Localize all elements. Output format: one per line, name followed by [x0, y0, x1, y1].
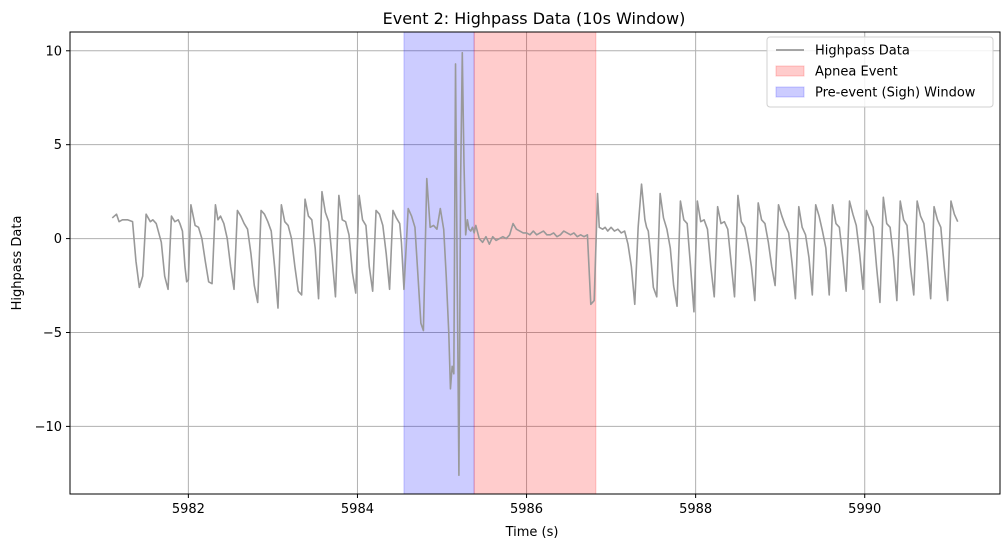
legend-label-1: Apnea Event — [815, 65, 898, 80]
x-axis-ticks: 5982 5984 5986 5988 5990 — [172, 494, 881, 517]
legend-swatch-2 — [775, 86, 805, 98]
y-tick-label-4: −10 — [35, 420, 62, 435]
x-tick-label-4: 5990 — [848, 502, 881, 517]
series-line-0 — [111, 51, 959, 477]
legend-box — [766, 36, 994, 108]
legend: Highpass Data Apnea Event Pre-event (Sigh)… — [766, 36, 994, 108]
span-1 — [473, 31, 597, 495]
y-tick-label-3: −5 — [43, 326, 62, 341]
x-tick-label-2: 5986 — [510, 502, 543, 517]
series-layer — [111, 51, 959, 477]
x-tick-label-3: 5988 — [679, 502, 712, 517]
event-spans — [403, 31, 597, 495]
legend-label-0: Highpass Data — [815, 44, 910, 59]
legend-swatch-1 — [775, 65, 805, 77]
plot-frame — [69, 31, 1001, 495]
legend-label-2: Pre-event (Sigh) Window — [815, 86, 976, 101]
x-axis-label: Time (s) — [505, 525, 559, 540]
y-tick-label-0: 10 — [45, 44, 62, 59]
y-axis-label: Highpass Data — [10, 216, 25, 311]
chart-title: Event 2: Highpass Data (10s Window) — [383, 9, 686, 28]
y-tick-label-2: 0 — [54, 232, 62, 247]
y-axis-ticks: 10 5 0 −5 −10 — [35, 44, 70, 435]
x-tick-label-0: 5982 — [172, 502, 205, 517]
y-tick-label-1: 5 — [54, 138, 62, 153]
x-tick-label-1: 5984 — [341, 502, 374, 517]
